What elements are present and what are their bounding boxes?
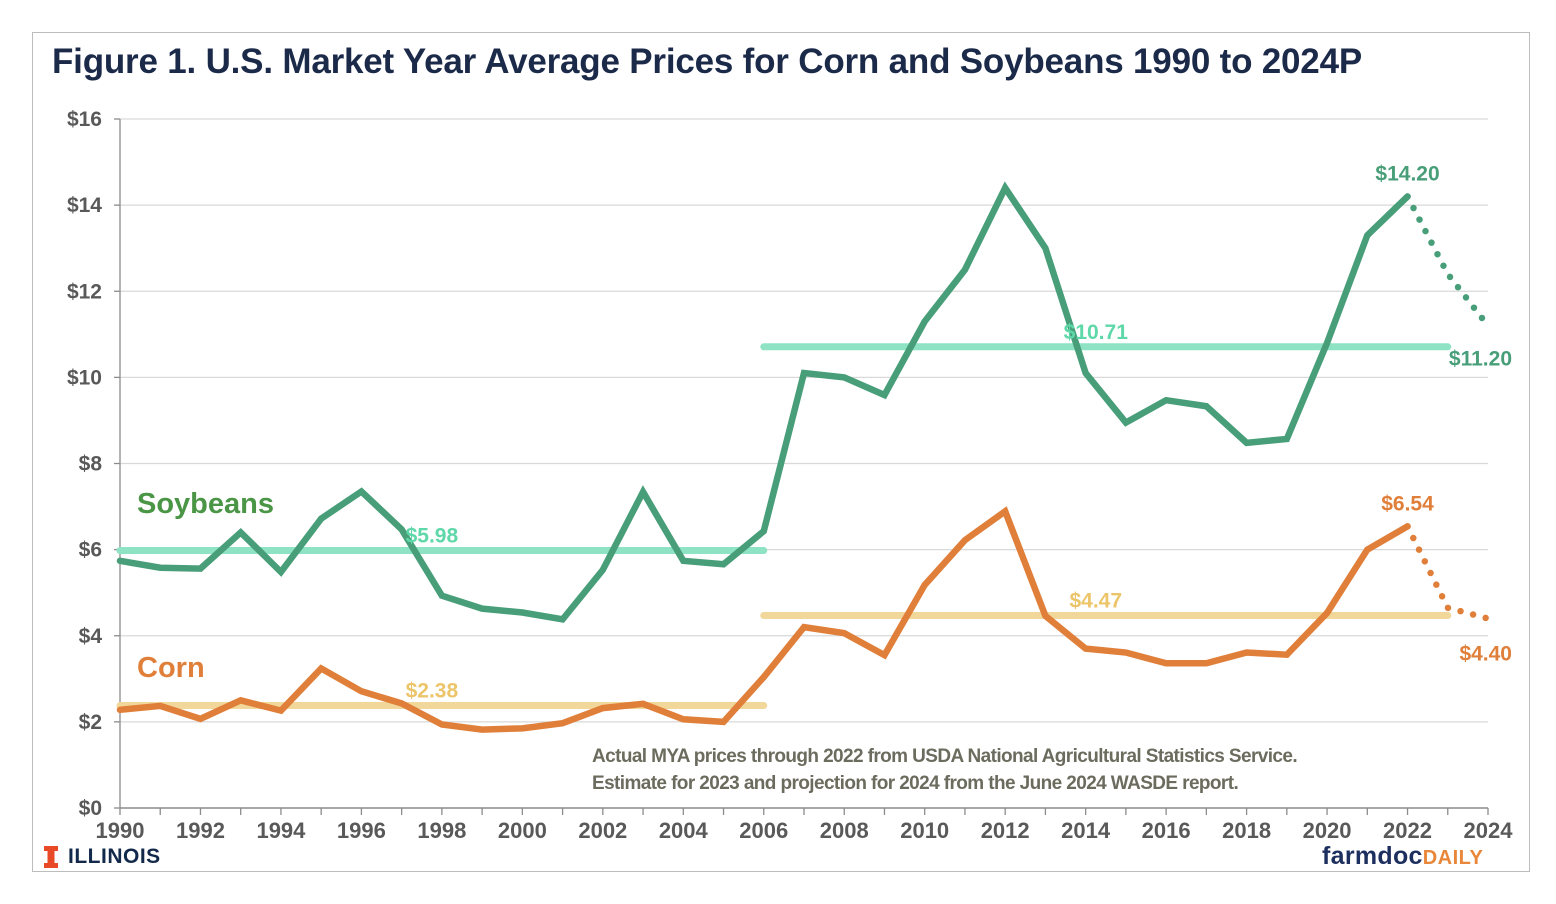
series-lines xyxy=(116,181,1492,733)
x-tick-label: 2002 xyxy=(578,818,627,843)
x-tick-label: 2010 xyxy=(900,818,949,843)
source-note-line-1: Actual MYA prices through 2022 from USDA… xyxy=(592,746,1298,767)
projection-line-soybeans xyxy=(1404,193,1492,329)
y-tick-label: $8 xyxy=(79,453,103,476)
chart-title: Figure 1. U.S. Market Year Average Price… xyxy=(52,42,1362,81)
series-line-soybeans xyxy=(116,181,1411,623)
average-value-label: $2.38 xyxy=(406,680,459,703)
y-tick-label: $2 xyxy=(79,711,102,734)
farmdoc-wordmark: farmdoc xyxy=(1322,842,1423,870)
y-tick-label: $6 xyxy=(79,539,102,562)
illinois-block-i-icon xyxy=(44,846,58,868)
source-note: Actual MYA prices through 2022 from USDA… xyxy=(592,743,1298,797)
average-value-label: $10.71 xyxy=(1064,321,1129,344)
series-line-corn xyxy=(116,506,1411,733)
y-tick-label: $12 xyxy=(67,280,102,303)
y-tick-label: $4 xyxy=(79,625,103,648)
x-tick-label: 2014 xyxy=(1061,818,1111,843)
x-tick-label: 2006 xyxy=(739,818,788,843)
chart-labels: $5.98 $10.71 $2.38 $4.47 Soybeans Corn $14.20 $… xyxy=(137,163,1512,703)
illinois-wordmark: ILLINOIS xyxy=(68,845,161,868)
axes: $0 $2 $4 $6 $8 $10 $12 $14 $16 1990 1992 1994 1996 19… xyxy=(67,108,1513,843)
value-label-corn-2022: $6.54 xyxy=(1381,492,1434,515)
x-tick-label: 1998 xyxy=(417,818,466,843)
legend-label-soybeans: Soybeans xyxy=(137,488,274,520)
x-tick-label: 2018 xyxy=(1222,818,1271,843)
value-label-corn-2024: $4.40 xyxy=(1459,643,1512,666)
x-tick-label: 2008 xyxy=(820,818,869,843)
value-label-soybeans-2022: $14.20 xyxy=(1375,163,1439,186)
projection-line-corn xyxy=(1404,523,1492,622)
x-tick-label: 2000 xyxy=(498,818,547,843)
x-tick-label: 1996 xyxy=(337,818,386,843)
x-tick-label: 1990 xyxy=(96,818,145,843)
y-tick-label: $16 xyxy=(67,108,102,131)
value-label-soybeans-2024: $11.20 xyxy=(1449,348,1512,371)
y-tick-label: $10 xyxy=(67,366,102,389)
x-tick-label: 2020 xyxy=(1303,818,1352,843)
x-tick-label: 2004 xyxy=(659,818,709,843)
average-value-label: $4.47 xyxy=(1069,590,1122,613)
illinois-logo: ILLINOIS xyxy=(44,845,161,869)
x-tick-label: 1994 xyxy=(256,818,306,843)
y-tick-label: $14 xyxy=(67,194,102,217)
x-tick-label: 2024 xyxy=(1464,818,1514,843)
source-note-line-2: Estimate for 2023 and projection for 202… xyxy=(592,773,1239,794)
average-value-label: $5.98 xyxy=(406,524,459,547)
farmdoc-daily-logo: farmdocDAILY xyxy=(1322,842,1483,871)
legend-label-corn: Corn xyxy=(137,652,205,684)
daily-wordmark: DAILY xyxy=(1422,847,1484,869)
x-tick-label: 2012 xyxy=(981,818,1030,843)
y-tick-label: $0 xyxy=(79,797,102,820)
x-tick-label: 1992 xyxy=(176,818,225,843)
gridlines xyxy=(120,118,1488,723)
x-tick-label: 2016 xyxy=(1142,818,1191,843)
x-tick-label: 2022 xyxy=(1383,818,1432,843)
